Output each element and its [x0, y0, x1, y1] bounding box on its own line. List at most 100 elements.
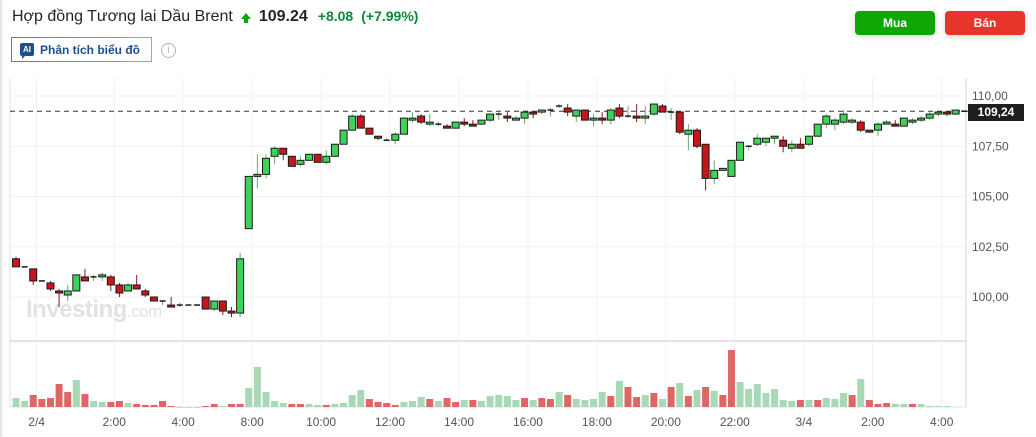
candle-body [779, 139, 788, 147]
candle-body [313, 153, 322, 163]
left-border [0, 0, 2, 437]
candle-body [330, 143, 339, 157]
volume-bar [529, 400, 537, 407]
volume-bar [736, 382, 744, 407]
candle-body [132, 284, 141, 290]
candle-body [598, 117, 607, 121]
volume-bar [564, 395, 572, 407]
price-change-percent: (+7.99%) [361, 8, 419, 24]
volume-bar [262, 392, 270, 407]
candle-body [425, 121, 434, 125]
volume-bar [176, 407, 184, 408]
x-axis-label: 20:00 [651, 415, 681, 429]
volume-bar [443, 398, 451, 407]
candle-body [356, 115, 365, 129]
candle-body [141, 290, 150, 296]
volume-bar [236, 404, 244, 407]
volume-bar [891, 404, 899, 407]
volume-bar [38, 399, 46, 407]
candle-body [167, 304, 176, 308]
volume-bar [693, 390, 701, 407]
instrument-header: Hợp đồng Tương lai Dầu Brent 109.24 +8.0… [12, 8, 418, 26]
volume-bar [633, 397, 641, 407]
volume-bar [667, 387, 675, 407]
candle-body [529, 111, 538, 115]
candle-body [856, 121, 865, 131]
volume-bar [305, 404, 313, 407]
volume-bar [107, 402, 115, 407]
volume-bar [124, 403, 132, 407]
candle-body [761, 137, 770, 143]
ai-chart-analysis-button[interactable]: AI Phân tích biểu đồ [11, 37, 152, 62]
volume-bar [228, 404, 235, 407]
candle-body [675, 111, 684, 133]
y-axis-label: 100,00 [972, 290, 1009, 304]
volume-bar [615, 381, 623, 407]
volume-bar [409, 401, 417, 407]
volume-bar [365, 399, 373, 407]
volume-bar [727, 350, 735, 407]
volume-bar [374, 402, 382, 407]
candle-body [374, 135, 383, 139]
candle-body [770, 135, 779, 139]
candle-body [805, 135, 814, 145]
volume-bar [659, 399, 666, 407]
candle-body [753, 137, 762, 145]
volume-bar [219, 406, 227, 407]
y-axis-label: 110,00 [972, 89, 1008, 103]
candle-body [537, 109, 546, 113]
candle-body [261, 157, 270, 175]
candle-body [520, 111, 529, 119]
candle-body [72, 274, 81, 292]
volume-bar [81, 394, 89, 407]
candle-body [287, 155, 296, 167]
x-axis-label: 18:00 [582, 415, 612, 429]
candle-body [942, 111, 951, 115]
candle-body [736, 141, 745, 161]
candle-body [606, 109, 615, 121]
volume-bar [469, 400, 477, 407]
volume-bar [874, 404, 882, 407]
volume-bar [391, 405, 399, 407]
volume-bar [141, 405, 149, 407]
candle-body [934, 111, 943, 115]
volume-bar [495, 395, 503, 407]
volume-bar [555, 392, 563, 407]
volume-bar [322, 405, 330, 407]
candle-body [882, 121, 891, 125]
volume-bar [753, 384, 761, 407]
last-price-tag: 109,24 [968, 104, 1024, 121]
volume-bar [383, 403, 391, 407]
volume-bar [184, 407, 192, 408]
info-icon[interactable]: i [161, 43, 176, 58]
candle-body [417, 115, 426, 123]
candle-body [244, 175, 253, 230]
volume-bar [477, 401, 485, 407]
candle-body [658, 105, 667, 113]
volume-bar [64, 392, 72, 407]
candle-body [227, 310, 236, 314]
volume-bar [133, 404, 141, 407]
volume-bar [90, 401, 98, 407]
volume-bar [460, 400, 468, 407]
candle-body [270, 147, 279, 157]
buy-button[interactable]: Mua [855, 11, 935, 35]
candle-body [236, 258, 245, 314]
candle-body [29, 268, 38, 282]
volume-bar [29, 395, 37, 407]
sell-button[interactable]: Bán [945, 11, 1025, 35]
candle-body [701, 143, 710, 179]
volume-bar [245, 388, 253, 407]
candle-body [46, 282, 55, 290]
volume-bar [503, 396, 511, 407]
volume-bar [943, 406, 951, 407]
watermark-suffix: .com [126, 302, 162, 321]
ai-icon: AI [20, 43, 34, 59]
volume-bar [288, 404, 296, 407]
volume-bar [676, 383, 684, 407]
x-axis-label: 3/4 [795, 415, 812, 429]
candle-body [55, 290, 64, 294]
candle-body [641, 115, 650, 119]
volume-bar [745, 389, 753, 407]
